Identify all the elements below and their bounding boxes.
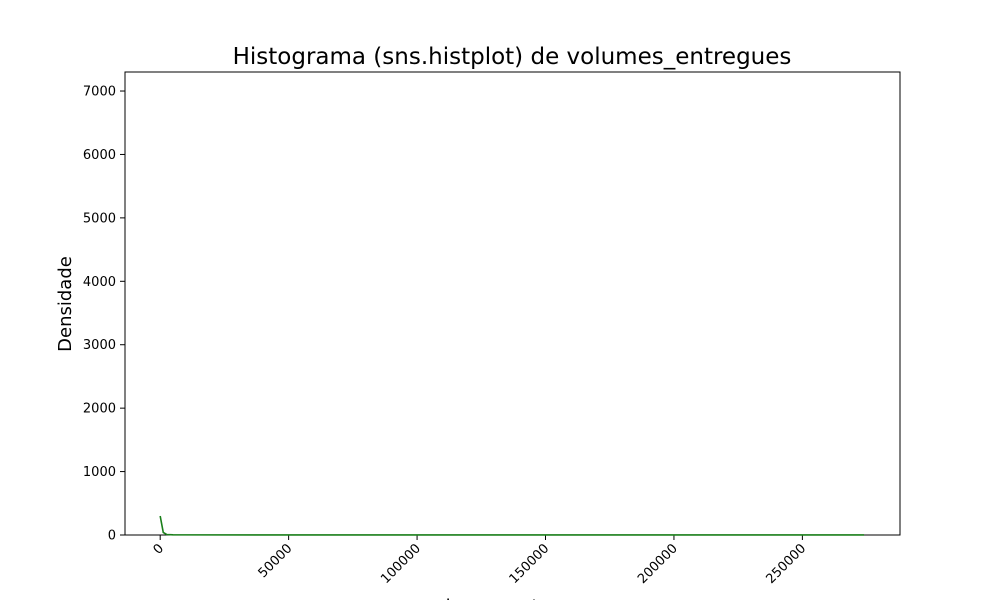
y-tick-label: 6000 [83, 148, 116, 163]
x-tick-label: 50000 [256, 541, 296, 581]
x-tick-label: 0 [151, 541, 167, 557]
y-axis: 0 1000 2000 3000 4000 5000 6000 7000 [83, 85, 125, 544]
x-axis: 0 50000 100000 150000 200000 250000 [151, 535, 810, 587]
y-axis-label: Densidade [55, 256, 76, 352]
x-tick-label: 150000 [507, 541, 553, 587]
series-layer [159, 515, 865, 536]
density-line [159, 515, 865, 536]
x-tick-label: 100000 [378, 541, 424, 587]
chart-title: Histograma (sns.histplot) de volumes_ent… [233, 44, 792, 70]
y-tick-label: 2000 [83, 402, 116, 417]
x-tick-label: 250000 [764, 541, 810, 587]
y-tick-label: 3000 [83, 338, 116, 353]
y-tick-label: 1000 [83, 465, 116, 480]
y-tick-label: 0 [108, 529, 116, 544]
y-tick-label: 7000 [83, 85, 116, 100]
plot-area [124, 71, 901, 536]
y-tick-label: 4000 [83, 275, 116, 290]
x-axis-label: volumes_entregues [424, 596, 600, 600]
x-tick-label: 200000 [635, 541, 681, 587]
y-tick-label: 5000 [83, 211, 116, 226]
